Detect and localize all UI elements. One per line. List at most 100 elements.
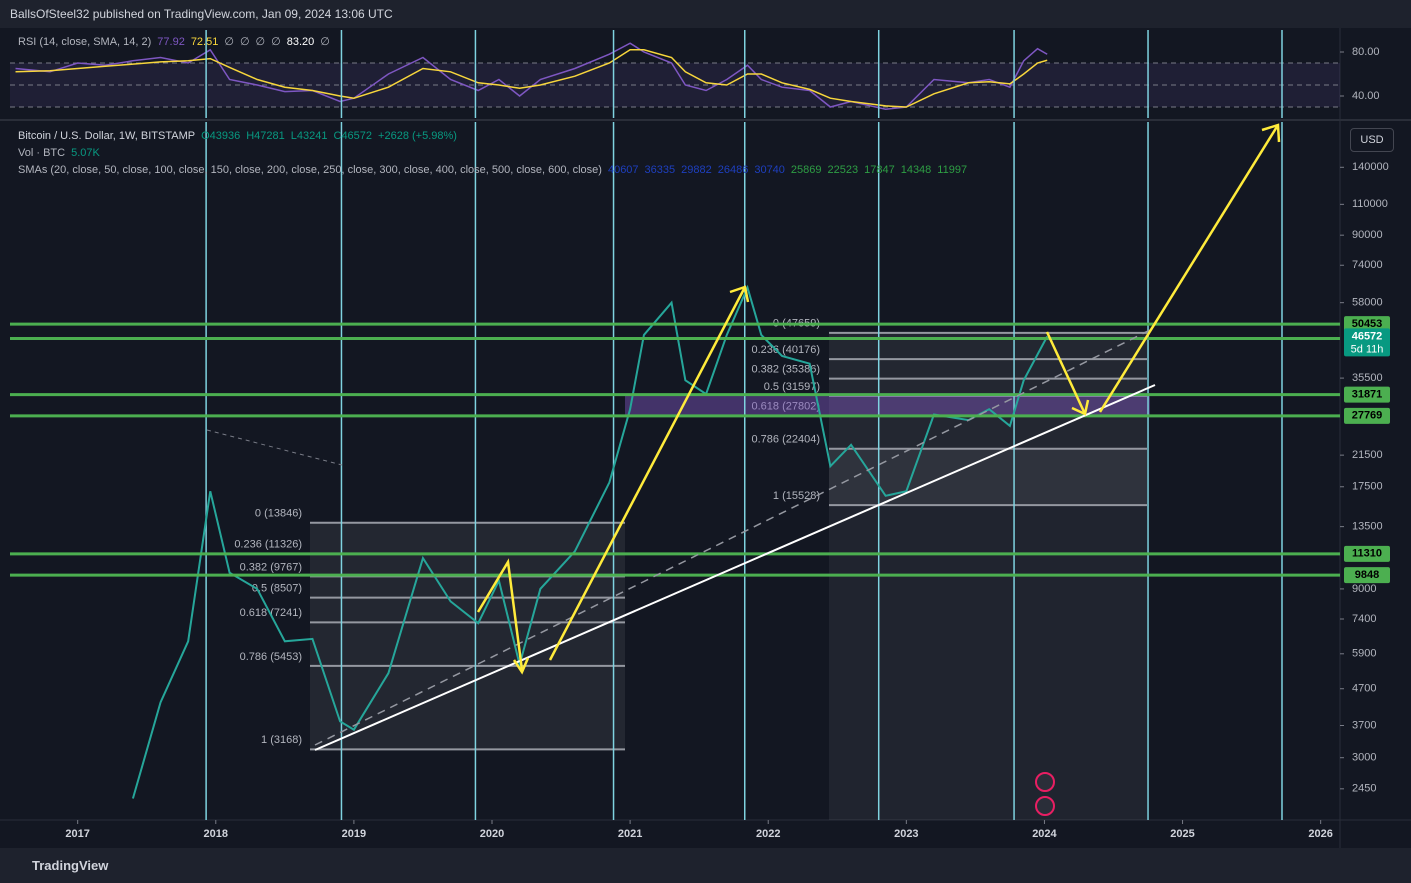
x-tick-label: 2021 <box>618 828 642 840</box>
x-tick-label: 2025 <box>1170 828 1194 840</box>
last-price-badge <box>1344 328 1390 357</box>
rsi-legend: RSI (14, close, SMA, 14, 2) 77.92 72.51 ∅ ∅ ∅… <box>18 35 342 48</box>
arrow <box>548 286 747 661</box>
sma-values: 40607 36335 29882 26486 30740 25869 22523 17847… <box>608 164 973 176</box>
x-tick-label: 2022 <box>756 828 780 840</box>
fib-box <box>829 332 1147 506</box>
sma-value: 29882 <box>681 164 712 176</box>
ohlc-values: O43936 H47281 L43241 C46572 +2628 (+5.98%) <box>201 130 463 142</box>
legend-values: 77.92 72.51 ∅ ∅ ∅ ∅ 83.20 ∅ <box>157 36 336 48</box>
y-tick-label: 40.00 <box>1352 90 1380 102</box>
y-tick-label: 21500 <box>1352 449 1383 461</box>
chart: 0 (13846) 0.236 (11326) 0.382 (9767) 0.5 (8… <box>0 28 1411 848</box>
y-tick-label: 110000 <box>1352 198 1388 210</box>
legend-value: 77.92 <box>157 36 185 48</box>
y-tick-label: 13500 <box>1352 521 1383 533</box>
fib-label: 0.382 (9767) <box>240 561 302 573</box>
arrow-head <box>1071 399 1090 416</box>
event-icon[interactable] <box>1035 796 1055 816</box>
publish-header: BallsOfSteel32 published on TradingView.… <box>0 0 1411 28</box>
sma-value: 17847 <box>864 164 895 176</box>
ohlc-value: H47281 <box>246 130 285 142</box>
level-badge <box>1344 545 1390 562</box>
sma-value: 22523 <box>827 164 859 176</box>
fib-label: 1 (15528) <box>773 490 820 502</box>
level-badge-label: 31871 <box>1352 389 1383 401</box>
y-tick-label: 4700 <box>1352 683 1376 695</box>
y-tick-label: 35500 <box>1352 372 1383 384</box>
y-tick-label: 17500 <box>1352 481 1383 493</box>
level-badge-label: 11310 <box>1352 548 1382 560</box>
fib-label: 0 (13846) <box>255 508 302 520</box>
chart-layer: 0 (13846) 0.236 (11326) 0.382 (9767) 0.5 (8… <box>10 30 1340 820</box>
arrow-head <box>1261 123 1281 143</box>
level-badge <box>1344 386 1390 403</box>
legend-value: 72.51 <box>190 36 219 48</box>
level-badge <box>1344 567 1390 584</box>
event-icon[interactable] <box>1035 772 1055 792</box>
y-tick-label: 74000 <box>1352 259 1383 271</box>
arrow <box>1045 331 1087 415</box>
fib-label: 0.236 (40176) <box>752 344 821 356</box>
y-tick-label: 140000 <box>1352 161 1389 173</box>
legend-value: ∅ <box>255 36 266 48</box>
sma-value: 25869 <box>790 164 822 176</box>
symbol-title: Bitcoin / U.S. Dollar, 1W, BITSTAMP <box>18 130 196 142</box>
bar-countdown: 5d 11h <box>1351 343 1384 355</box>
fib-label: 0.786 (5453) <box>240 651 302 663</box>
sma-value: 40607 <box>607 164 639 176</box>
price-line <box>131 284 1049 799</box>
ohlc-value: +2628 (+5.98%) <box>378 130 457 142</box>
fib-label: 0.236 (11326) <box>234 539 302 551</box>
y-tick-label: 90000 <box>1352 229 1383 241</box>
x-tick-label: 2024 <box>1032 828 1057 840</box>
volume-value: 5.07K <box>71 147 100 159</box>
legend-value: 83.20 <box>286 36 315 48</box>
level-badge <box>1344 407 1390 424</box>
sma-legend: SMAs (20, close, 50, close, 100, close, … <box>18 164 979 176</box>
fib-box <box>829 448 1147 820</box>
ohlc-value: L43241 <box>290 130 328 142</box>
level-badge <box>1344 316 1390 333</box>
rsi-line <box>15 49 1048 108</box>
currency-button[interactable]: USD <box>1350 128 1394 152</box>
last-price-label: 46572 <box>1352 330 1383 342</box>
volume-legend: Vol · BTC 5.07K <box>18 147 106 159</box>
trend-line <box>206 429 343 466</box>
x-tick-label: 2018 <box>204 828 228 840</box>
legend-value: ∅ <box>224 36 234 48</box>
ohlc-value: O43936 <box>201 130 241 142</box>
fib-label: 0.5 (8507) <box>252 582 302 594</box>
highlight-zone <box>625 394 1150 416</box>
sma-label: SMAs (20, close, 50, close, 100, close, … <box>18 164 602 176</box>
arrow <box>476 558 524 671</box>
sma-value: 11997 <box>937 164 968 176</box>
x-tick-label: 2026 <box>1308 828 1332 840</box>
axis-layer: 80.00 40.00 140000 110000 90000 74000 58000 355… <box>65 46 1390 840</box>
rsi-pane <box>10 30 1340 118</box>
fib-label: 0.382 (35386) <box>752 363 821 375</box>
x-tick-label: 2020 <box>480 828 504 840</box>
drawings <box>206 123 1281 816</box>
level-badge-label: 27769 <box>1352 410 1383 422</box>
trend-line <box>314 384 1156 751</box>
legend-value: ∅ <box>271 36 281 48</box>
indicator-title: RSI (14, close, SMA, 14, 2) <box>18 36 152 48</box>
fib-label: 1 (3168) <box>261 734 302 746</box>
footer-brand: TradingView <box>0 848 1411 883</box>
y-tick-label: 9000 <box>1352 583 1376 595</box>
sma-value: 14348 <box>900 164 932 176</box>
fib-box <box>310 522 625 750</box>
level-badge-label: 50453 <box>1352 318 1383 330</box>
x-tick-label: 2017 <box>65 828 89 840</box>
x-tick-label: 2023 <box>894 828 918 840</box>
sma-value: 26486 <box>717 164 749 176</box>
fib-label: 0.618 (27802) <box>752 401 821 413</box>
y-tick-label: 2450 <box>1352 783 1376 795</box>
y-tick-label: 3700 <box>1352 719 1376 731</box>
fib-label: 0.786 (22404) <box>752 434 821 446</box>
level-badge-label: 9848 <box>1355 569 1379 581</box>
sma-value: 30740 <box>754 164 785 176</box>
y-tick-label: 80.00 <box>1352 46 1380 58</box>
